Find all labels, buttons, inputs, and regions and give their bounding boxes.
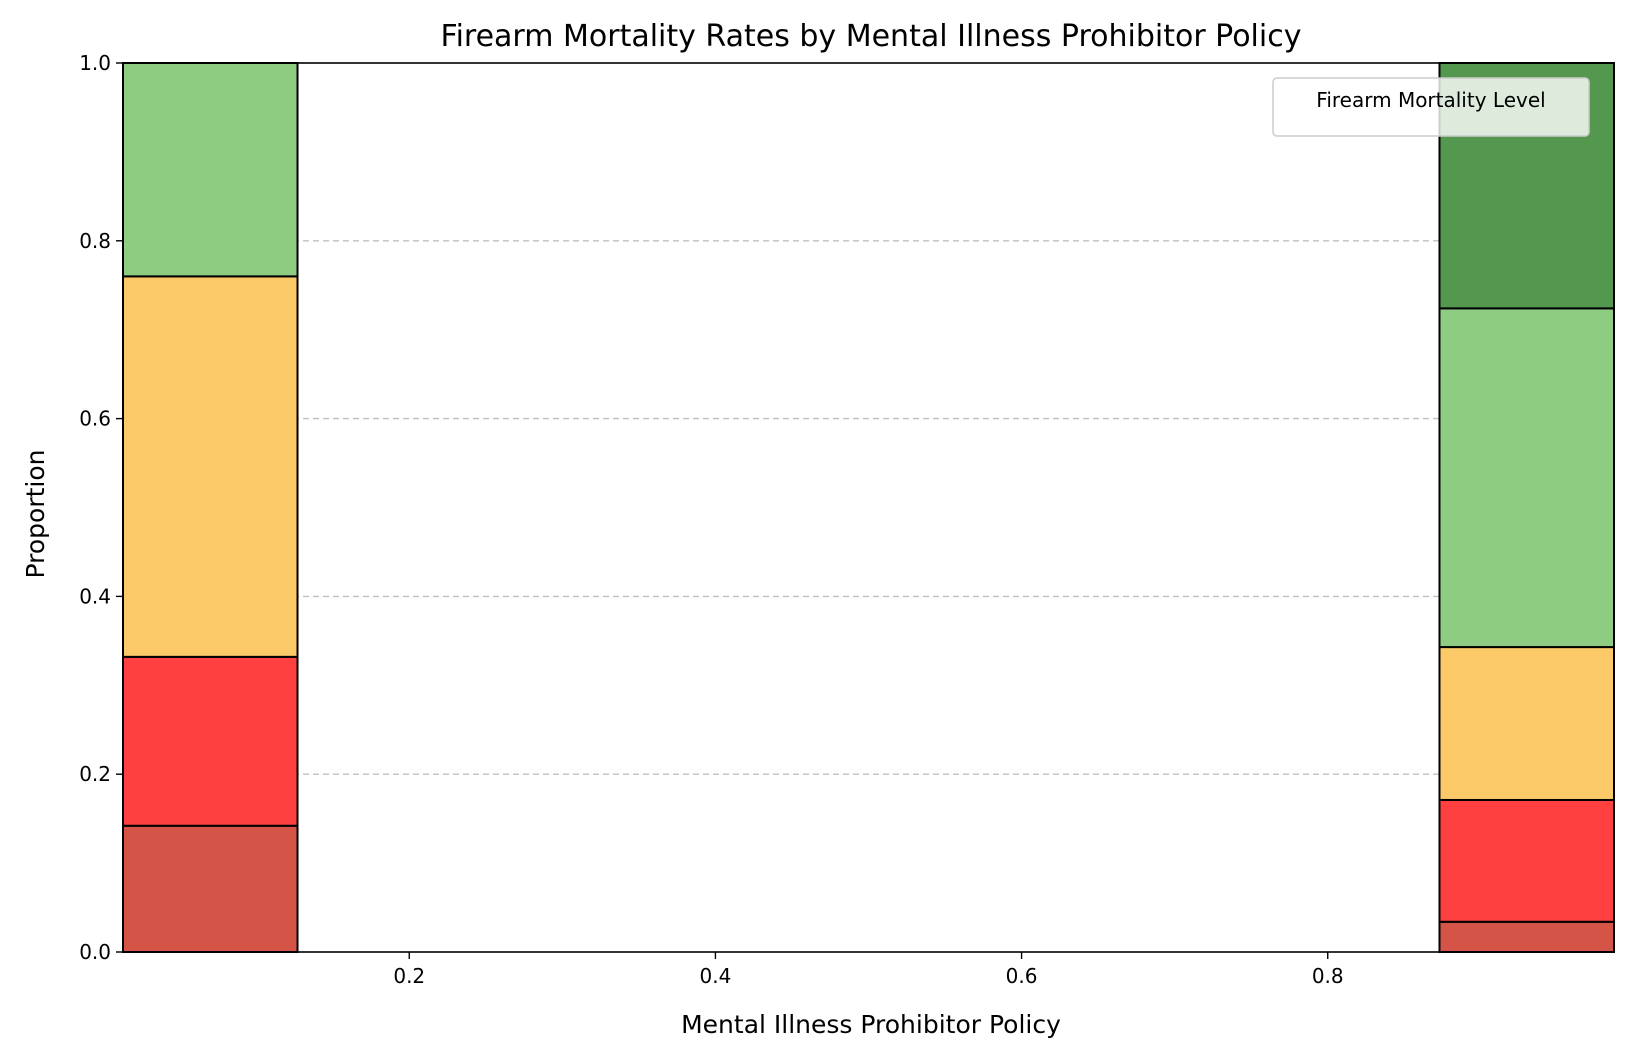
x-tick-label: 0.6 [1006, 964, 1038, 988]
y-tick-label: 0.0 [79, 940, 111, 964]
bar-segment [122, 275, 299, 658]
bar-segment [1438, 920, 1615, 953]
y-axis-label: Proportion [21, 450, 50, 579]
y-tick-label: 0.4 [79, 584, 111, 608]
stacked-bar-1 [122, 62, 299, 954]
stacked-bar-2 [1438, 62, 1615, 953]
y-tick-label: 0.2 [79, 762, 111, 786]
x-tick-label: 0.8 [1312, 964, 1344, 988]
y-tick-label: 0.6 [79, 407, 111, 431]
bar-segment [1438, 307, 1615, 649]
bar-segment [1438, 646, 1615, 801]
plot-frame [122, 62, 1615, 953]
chart-title: Firearm Mortality Rates by Mental Illnes… [441, 19, 1302, 54]
x-axis-ticks: 0.2 0.4 0.6 0.8 [393, 952, 1344, 988]
legend-title: Firearm Mortality Level [1316, 88, 1545, 112]
stacked-bars [122, 62, 1615, 954]
grid-lines [123, 240, 1614, 775]
y-tick-label: 1.0 [79, 51, 111, 75]
legend: Firearm Mortality Level [1272, 77, 1590, 137]
bar-segment [1438, 798, 1615, 923]
x-axis-label: Mental Illness Prohibitor Policy [681, 1010, 1061, 1039]
x-tick-label: 0.2 [393, 964, 425, 988]
bar-segment [122, 824, 299, 954]
bar-segment [122, 655, 299, 827]
legend-box [1272, 77, 1590, 137]
bar-segment [122, 62, 299, 278]
x-tick-label: 0.4 [700, 964, 732, 988]
y-axis-ticks: 0.0 0.2 0.4 0.6 0.8 1.0 [79, 51, 123, 964]
y-tick-label: 0.8 [79, 229, 111, 253]
